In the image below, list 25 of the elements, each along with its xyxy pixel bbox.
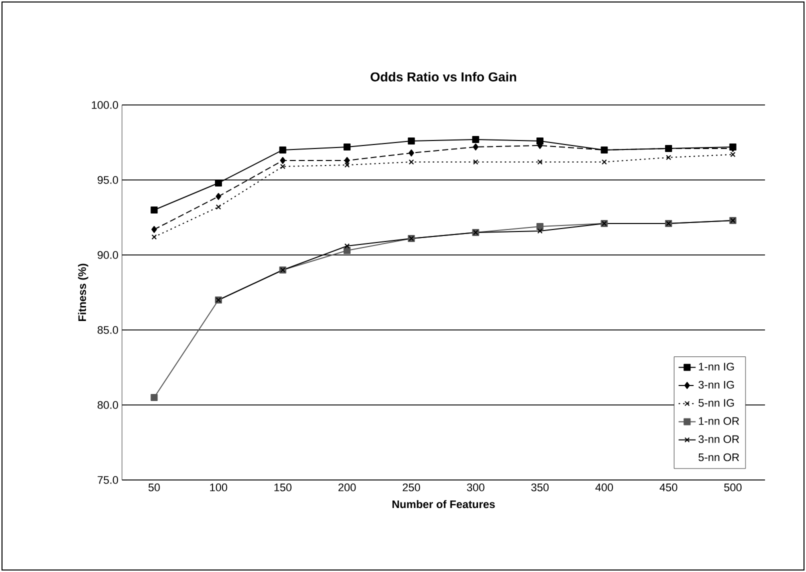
y-tick-label: 90.0: [98, 251, 118, 259]
chart-title: Odds Ratio vs Info Gain: [370, 72, 516, 82]
legend-label: 3-nn OR: [698, 435, 740, 444]
y-tick-label: 80.0: [98, 401, 118, 409]
y-tick-label: 85.0: [98, 326, 118, 334]
x-tick-label: 150: [274, 484, 292, 492]
legend-label: 5-nn IG: [698, 399, 734, 407]
text: 5-nn OR: [698, 453, 740, 462]
x-tick-label: 500: [724, 484, 742, 492]
x-tick-label: 450: [660, 484, 678, 492]
y-axis-title: Fitness (%): [78, 264, 88, 321]
y-tick-label: 75.0: [98, 476, 118, 484]
x-axis-title: Number of Features: [392, 500, 495, 508]
x-tick-label: 250: [402, 484, 420, 492]
x-tick-label: 350: [531, 484, 549, 492]
y-tick-label: 100.0: [92, 101, 118, 109]
y-tick-label: 95.0: [98, 176, 118, 184]
legend-label: 3-nn IG: [698, 380, 734, 389]
legend-label: 1-nn IG: [698, 362, 734, 371]
x-tick-label: 400: [595, 484, 613, 492]
x-tick-label: 300: [466, 484, 484, 492]
x-tick-label: 100: [210, 484, 228, 492]
x-tick-label: 50: [148, 484, 160, 492]
x-tick-label: 200: [338, 484, 356, 492]
legend-label: 1-nn OR: [698, 417, 740, 425]
